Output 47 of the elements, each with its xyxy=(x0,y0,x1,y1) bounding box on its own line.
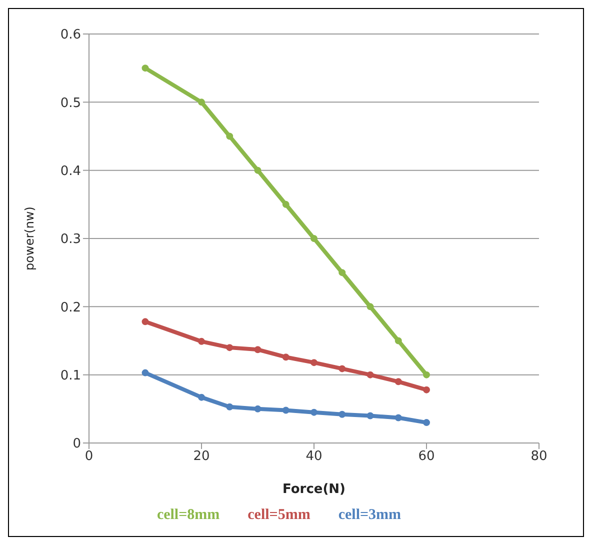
x-tick-label: 60 xyxy=(418,449,435,464)
x-axis-title: Force(N) xyxy=(282,482,346,497)
point xyxy=(366,412,374,420)
y-tick-label: 0.1 xyxy=(60,368,81,384)
point xyxy=(282,200,290,208)
point xyxy=(394,378,402,386)
point xyxy=(394,337,402,344)
point xyxy=(254,346,262,354)
point xyxy=(423,371,430,378)
point xyxy=(282,406,290,414)
y-tick-label: 0.3 xyxy=(60,232,81,248)
point xyxy=(338,410,346,418)
point xyxy=(254,405,262,412)
point xyxy=(366,303,374,310)
y-axis-title: power(nw) xyxy=(22,206,36,270)
y-tick-label: 0 xyxy=(72,436,81,452)
y-tick-label: 0.5 xyxy=(60,96,81,111)
point xyxy=(310,408,318,416)
y-tick-label: 0.4 xyxy=(60,164,81,179)
text: cell=3mm xyxy=(338,507,402,524)
text: cell=5mm xyxy=(248,507,310,524)
point xyxy=(366,371,374,378)
point xyxy=(226,344,234,352)
point xyxy=(226,403,234,410)
point xyxy=(198,394,205,401)
point xyxy=(142,318,149,326)
point xyxy=(254,166,262,174)
y-tick-label: 0.6 xyxy=(60,28,81,43)
point xyxy=(198,338,205,345)
x-tick-label: 80 xyxy=(530,449,548,464)
point xyxy=(142,64,149,72)
point xyxy=(198,98,205,106)
y-tick-label: 0.2 xyxy=(60,300,81,316)
x-tick-label: 0 xyxy=(84,449,94,464)
point xyxy=(310,235,318,242)
point xyxy=(142,369,149,376)
point xyxy=(423,419,430,426)
point xyxy=(423,386,430,394)
point xyxy=(310,359,318,366)
point xyxy=(338,365,346,372)
text: cell=8mm xyxy=(156,507,220,524)
x-tick-label: 40 xyxy=(306,449,322,464)
point xyxy=(282,354,290,361)
point xyxy=(338,269,346,276)
point xyxy=(394,414,402,422)
x-tick-label: 20 xyxy=(193,449,210,464)
point xyxy=(226,132,234,140)
